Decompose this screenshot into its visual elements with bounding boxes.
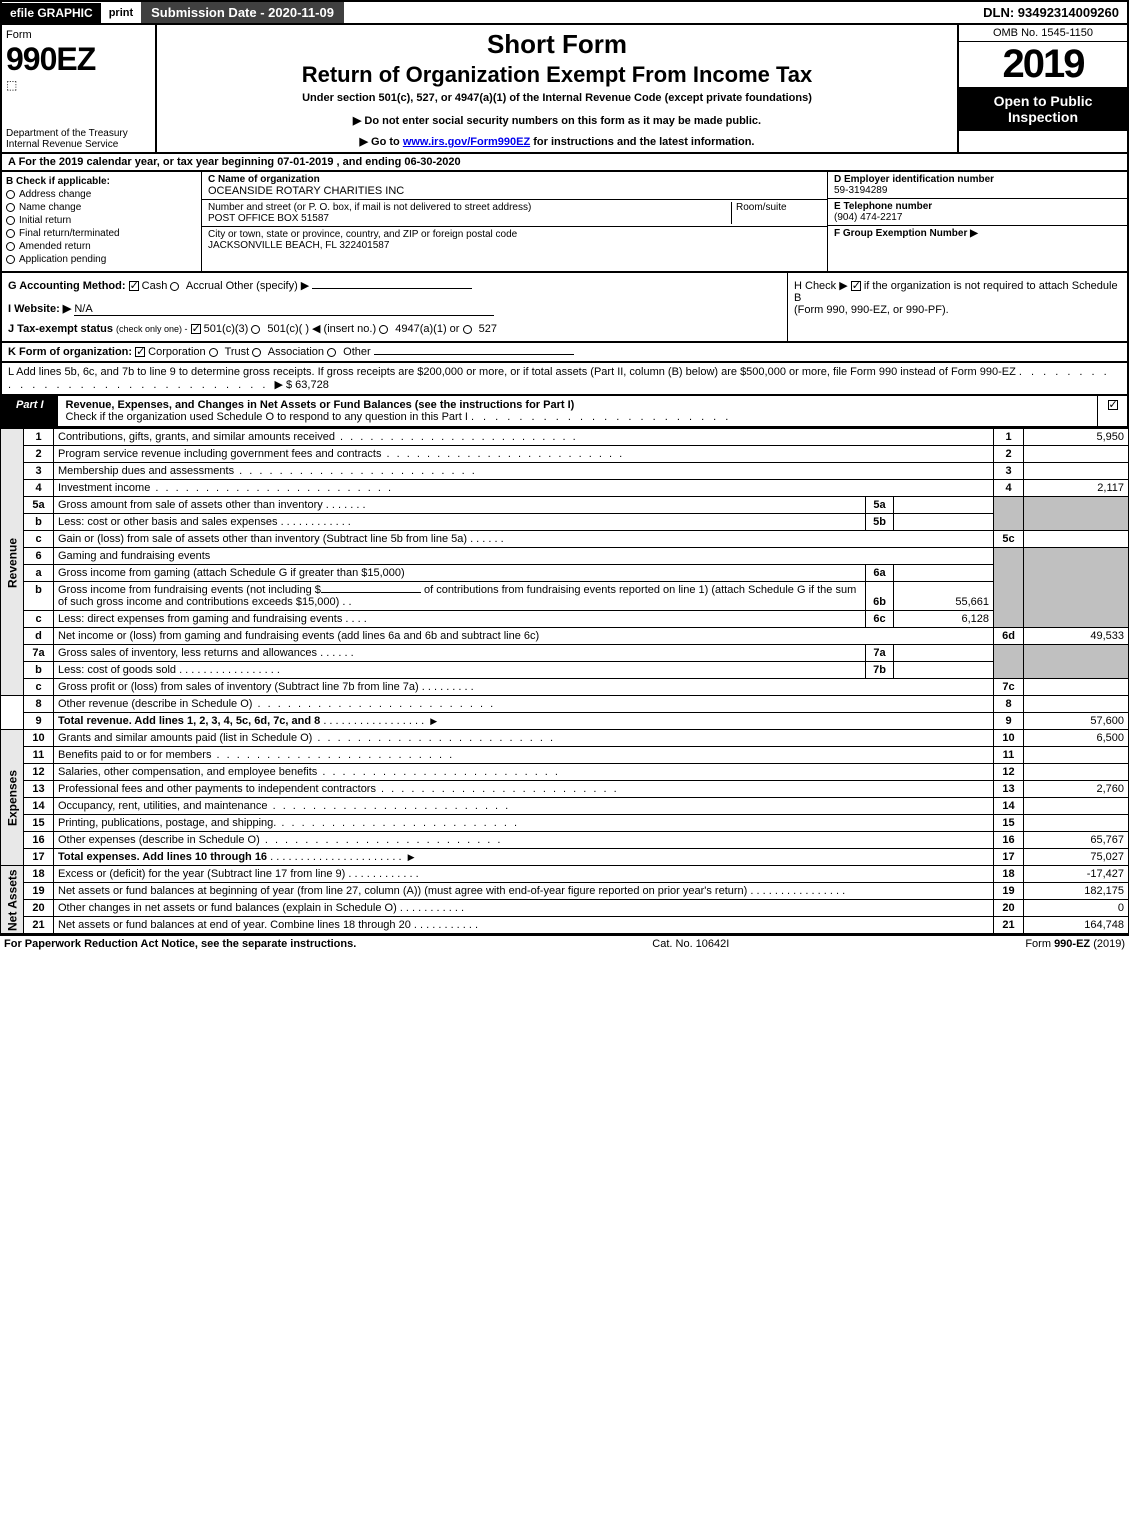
ein: 59-3194289 — [834, 185, 887, 196]
efile-button[interactable]: efile GRAPHIC — [2, 3, 101, 23]
501c3-check[interactable] — [191, 324, 201, 334]
trust-check[interactable] — [209, 348, 218, 357]
h-check[interactable] — [851, 281, 861, 291]
street: POST OFFICE BOX 51587 — [208, 213, 329, 224]
top-bar: efile GRAPHIC print Submission Date - 20… — [0, 0, 1129, 25]
form-header: Form 990EZ ⬚ Department of the Treasury … — [0, 25, 1129, 154]
dln: DLN: 93492314009260 — [975, 2, 1127, 23]
name-change-check[interactable] — [6, 203, 15, 212]
part1-title: Revenue, Expenses, and Changes in Net As… — [66, 399, 575, 411]
part1-label: Part I — [2, 396, 58, 426]
line16-amount: 65,767 — [1024, 832, 1129, 849]
cash-check[interactable] — [129, 281, 139, 291]
address-change-check[interactable] — [6, 190, 15, 199]
section-h: H Check ▶ if the organization is not req… — [787, 273, 1127, 341]
tax-year: 2019 — [959, 42, 1127, 87]
irs-link[interactable]: www.irs.gov/Form990EZ — [403, 136, 530, 148]
room-suite: Room/suite — [731, 202, 821, 224]
omb-number: OMB No. 1545-1150 — [959, 25, 1127, 42]
street-label: Number and street (or P. O. box, if mail… — [208, 202, 531, 213]
no-ssn-notice: ▶ Do not enter social security numbers o… — [165, 114, 949, 127]
line-num: 1 — [24, 429, 54, 446]
initial-return-check[interactable] — [6, 216, 15, 225]
line18-amount: -17,427 — [1024, 866, 1129, 883]
line4-amount: 2,117 — [1024, 480, 1129, 497]
527-check[interactable] — [463, 325, 472, 334]
501c-check[interactable] — [251, 325, 260, 334]
g-label: G Accounting Method: — [8, 280, 126, 292]
section-b: B Check if applicable: Address change Na… — [2, 172, 202, 271]
form-label: Form — [6, 29, 151, 41]
line20-amount: 0 — [1024, 900, 1129, 917]
line6d-amount: 49,533 — [1024, 628, 1129, 645]
line17-amount: 75,027 — [1024, 849, 1129, 866]
phone: (904) 474-2217 — [834, 212, 902, 223]
e-label: E Telephone number — [834, 201, 932, 212]
website: N/A — [74, 303, 494, 316]
footer: For Paperwork Reduction Act Notice, see … — [0, 934, 1129, 952]
d-label: D Employer identification number — [834, 174, 994, 185]
header-right: OMB No. 1545-1150 2019 Open to Public In… — [957, 25, 1127, 152]
cat-no: Cat. No. 10642I — [356, 938, 1025, 950]
line-l: L Add lines 5b, 6c, and 7b to line 9 to … — [0, 363, 1129, 396]
part1-table: Revenue 1 Contributions, gifts, grants, … — [0, 428, 1129, 934]
line6b-amount: 55,661 — [894, 582, 994, 611]
line-k: K Form of organization: Corporation Trus… — [0, 343, 1129, 363]
ghij-block: G Accounting Method: Cash Accrual Other … — [0, 273, 1129, 343]
form-number: 990EZ — [6, 41, 151, 78]
4947-check[interactable] — [379, 325, 388, 334]
paperwork-notice: For Paperwork Reduction Act Notice, see … — [4, 938, 356, 950]
city: JACKSONVILLE BEACH, FL 322401587 — [208, 240, 389, 251]
line13-amount: 2,760 — [1024, 781, 1129, 798]
section-c: C Name of organization OCEANSIDE ROTARY … — [202, 172, 827, 271]
assoc-check[interactable] — [252, 348, 261, 357]
b-title: B Check if applicable: — [6, 176, 197, 187]
c-label: C Name of organization — [208, 174, 320, 185]
corp-check[interactable] — [135, 347, 145, 357]
part1-check-text: Check if the organization used Schedule … — [66, 411, 468, 423]
line21-amount: 164,748 — [1024, 917, 1129, 934]
line10-amount: 6,500 — [1024, 730, 1129, 747]
entity-info: B Check if applicable: Address change Na… — [0, 172, 1129, 273]
goto-link-line: ▶ Go to www.irs.gov/Form990EZ for instru… — [165, 135, 949, 148]
print-button[interactable]: print — [101, 7, 141, 19]
header-left: Form 990EZ ⬚ Department of the Treasury … — [2, 25, 157, 152]
short-form-title: Short Form — [165, 29, 949, 60]
part1-header: Part I Revenue, Expenses, and Changes in… — [0, 396, 1129, 428]
line19-amount: 182,175 — [1024, 883, 1129, 900]
under-section: Under section 501(c), 527, or 4947(a)(1)… — [165, 92, 949, 104]
revenue-side-label: Revenue — [1, 429, 24, 696]
open-public: Open to Public Inspection — [959, 87, 1127, 131]
line1-amount: 5,950 — [1024, 429, 1129, 446]
org-name: OCEANSIDE ROTARY CHARITIES INC — [208, 185, 404, 197]
return-title: Return of Organization Exempt From Incom… — [165, 62, 949, 88]
f-label: F Group Exemption Number ▶ — [834, 228, 978, 239]
other-org-check[interactable] — [327, 348, 336, 357]
form-ref: Form 990-EZ (2019) — [1025, 938, 1125, 950]
section-def: D Employer identification number 59-3194… — [827, 172, 1127, 271]
line6c-amount: 6,128 — [894, 611, 994, 628]
expenses-side-label: Expenses — [1, 730, 24, 866]
line-a: A For the 2019 calendar year, or tax yea… — [0, 154, 1129, 172]
amended-return-check[interactable] — [6, 242, 15, 251]
department: Department of the Treasury Internal Reve… — [6, 128, 128, 150]
netassets-side-label: Net Assets — [1, 866, 24, 934]
accrual-check[interactable] — [170, 282, 179, 291]
i-label: I Website: ▶ — [8, 303, 71, 315]
j-label: J Tax-exempt status — [8, 323, 113, 335]
line9-amount: 57,600 — [1024, 713, 1129, 730]
city-label: City or town, state or province, country… — [208, 229, 517, 240]
part1-schedule-o-check[interactable] — [1108, 400, 1118, 410]
final-return-check[interactable] — [6, 229, 15, 238]
submission-date: Submission Date - 2020-11-09 — [141, 2, 344, 23]
application-pending-check[interactable] — [6, 255, 15, 264]
header-center: Short Form Return of Organization Exempt… — [157, 25, 957, 152]
